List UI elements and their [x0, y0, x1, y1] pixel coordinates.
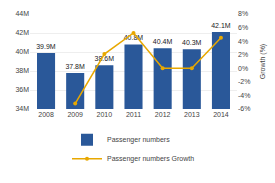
svg-text:4%: 4%: [238, 38, 248, 45]
svg-text:2008: 2008: [38, 111, 54, 118]
svg-text:40M: 40M: [15, 48, 29, 55]
svg-text:44M: 44M: [15, 10, 29, 17]
svg-text:2009: 2009: [67, 111, 83, 118]
svg-text:37.8M: 37.8M: [65, 63, 85, 70]
svg-text:40.8M: 40.8M: [124, 34, 144, 41]
svg-text:40.3M: 40.3M: [182, 39, 202, 46]
svg-text:Passenger numbers Growth: Passenger numbers Growth: [107, 155, 194, 163]
svg-text:-4%: -4%: [238, 92, 250, 99]
svg-text:40.4M: 40.4M: [153, 38, 173, 45]
svg-text:42M: 42M: [15, 29, 29, 36]
svg-text:2%: 2%: [238, 51, 248, 58]
svg-text:2014: 2014: [213, 111, 229, 118]
svg-text:Passenger numbers: Passenger numbers: [107, 136, 170, 144]
svg-text:38.6M: 38.6M: [95, 55, 115, 62]
svg-text:2011: 2011: [126, 111, 141, 118]
svg-text:34M: 34M: [15, 105, 29, 112]
svg-text:2013: 2013: [184, 111, 200, 118]
svg-text:36M: 36M: [15, 86, 29, 93]
svg-text:2012: 2012: [155, 111, 171, 118]
svg-text:0%: 0%: [238, 65, 248, 72]
svg-text:6%: 6%: [238, 24, 248, 31]
svg-text:Growth (%): Growth (%): [259, 44, 267, 79]
svg-text:39.9M: 39.9M: [36, 43, 56, 50]
svg-text:38M: 38M: [15, 67, 29, 74]
svg-text:-2%: -2%: [238, 78, 250, 85]
svg-text:42.1M: 42.1M: [211, 22, 231, 29]
svg-text:-6%: -6%: [238, 105, 250, 112]
svg-text:2010: 2010: [97, 111, 113, 118]
svg-text:8%: 8%: [238, 10, 248, 17]
